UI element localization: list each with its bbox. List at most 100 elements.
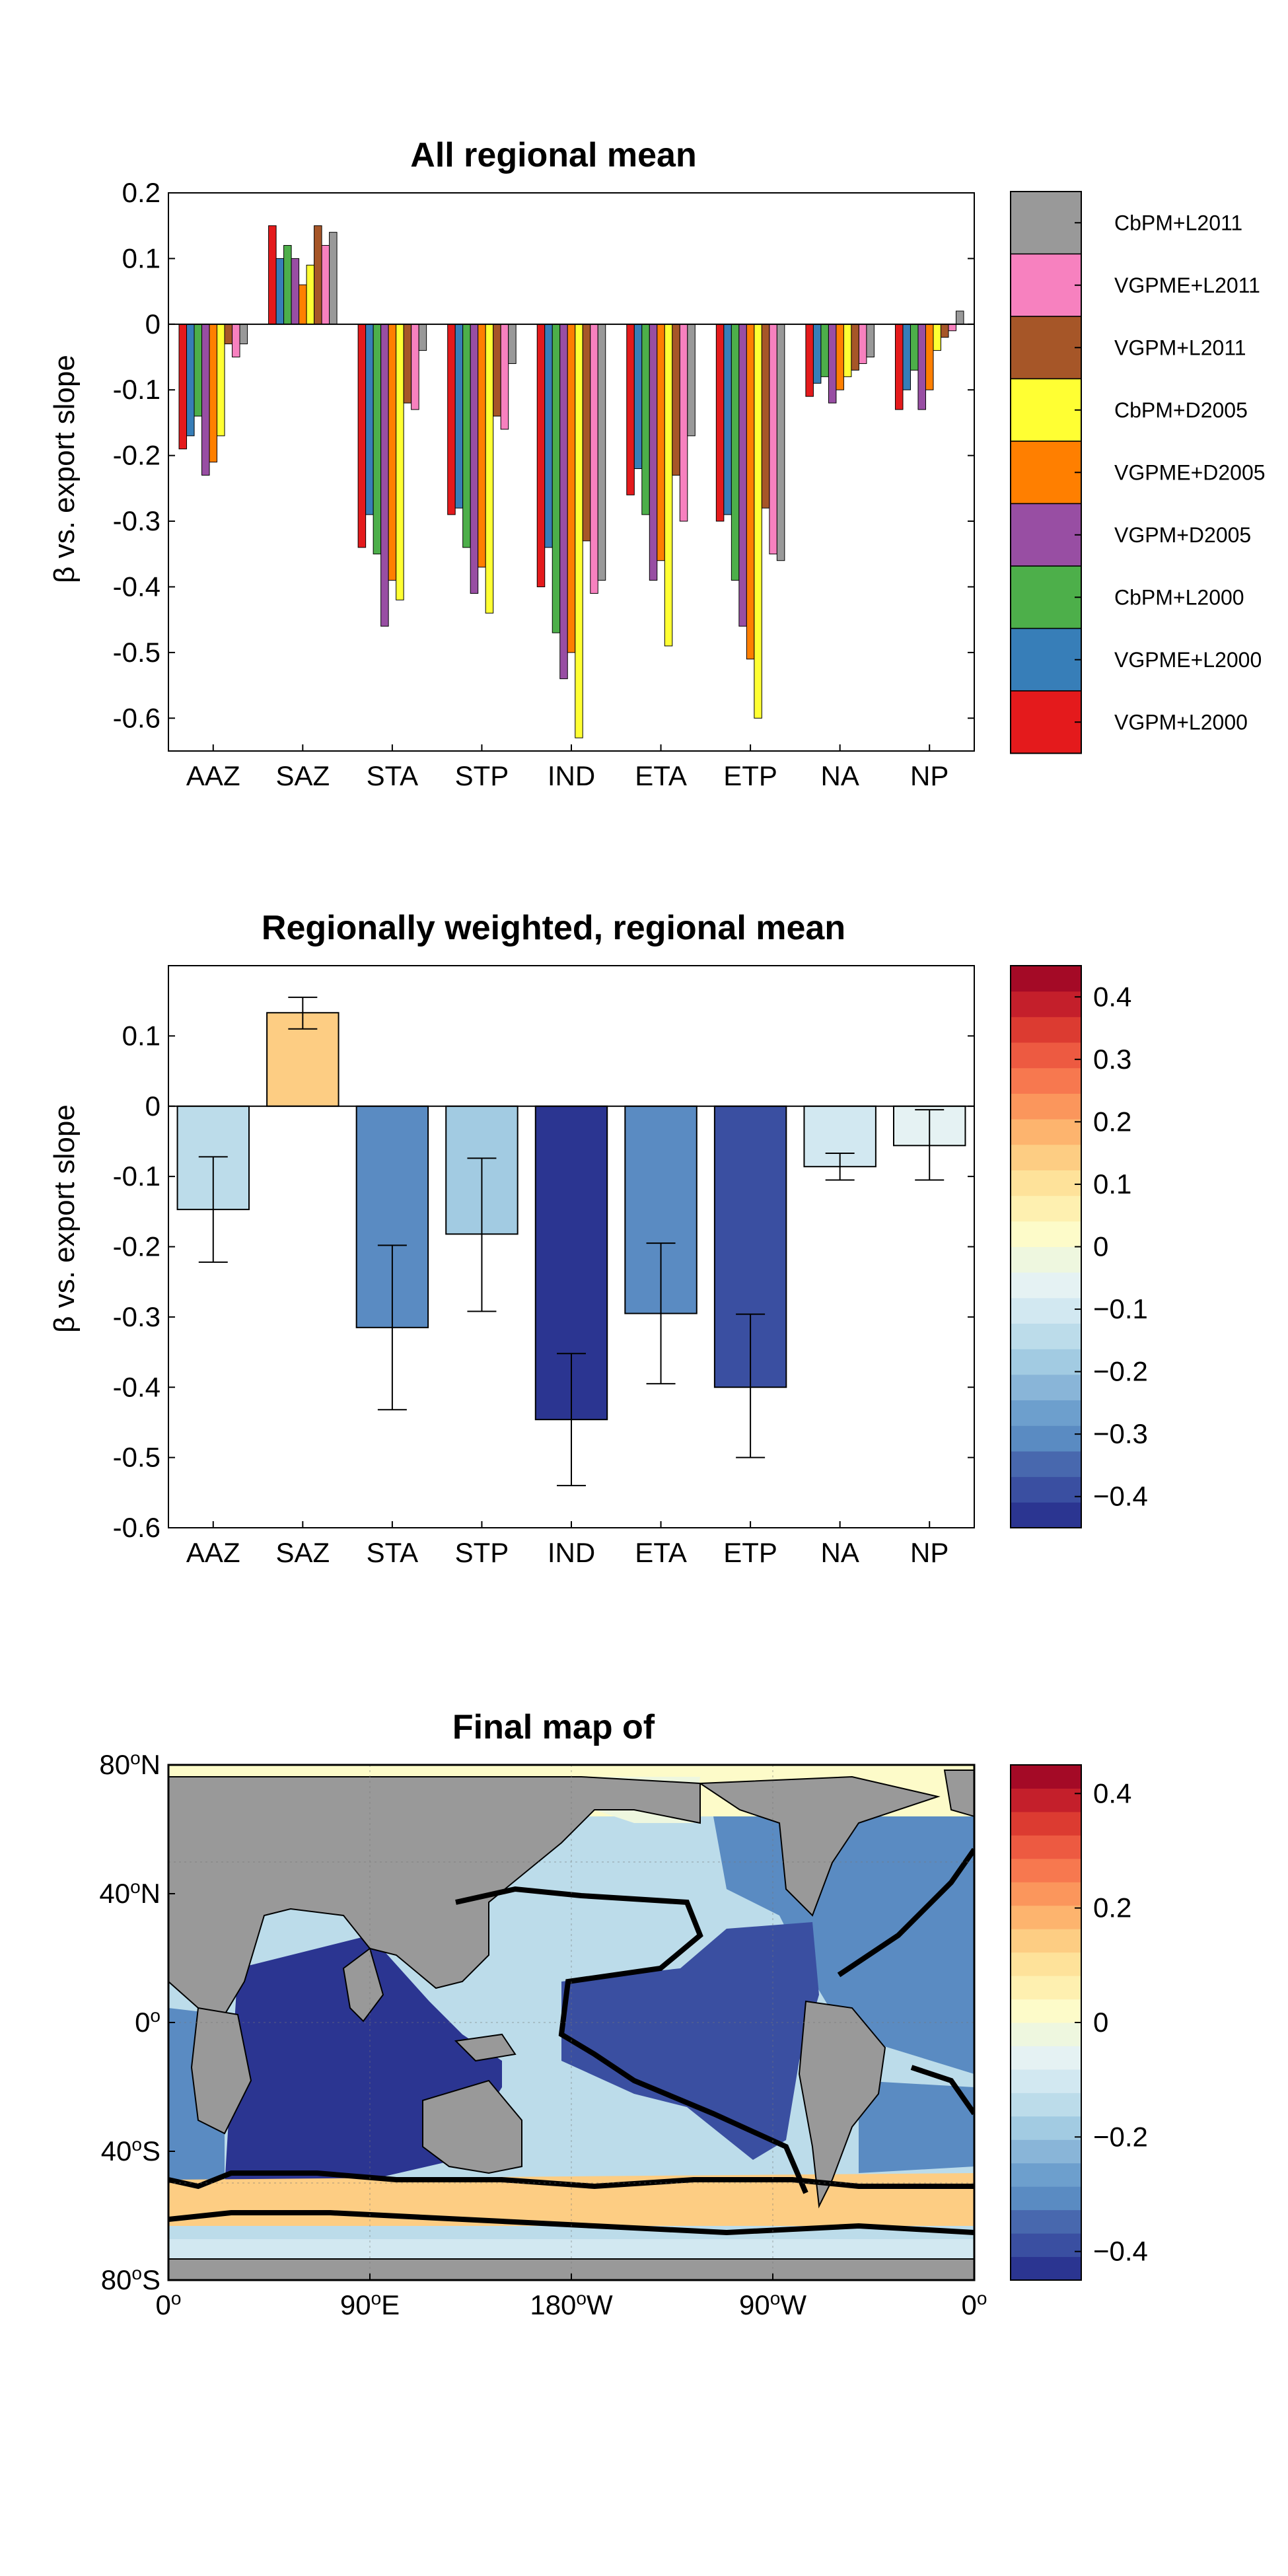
ytick-label: -0.6	[113, 1512, 161, 1543]
map-xtick-label: 0o	[156, 2288, 182, 2321]
bar-ind-vgpme-d2005	[567, 324, 576, 653]
colorbar-step	[1011, 2139, 1081, 2164]
xtick-label-eta: ETA	[635, 760, 687, 791]
legend-label: VGPM+D2005	[1114, 523, 1251, 547]
ytick-label: -0.2	[113, 1231, 161, 1262]
legend-swatch-vgpme-d2005	[1010, 441, 1082, 505]
map-plot-area	[168, 1765, 974, 2280]
xtick-label-ind: IND	[548, 1537, 595, 1568]
colorbar-tick-label: 0	[1093, 2007, 1108, 2038]
bar-saz-cbpm-l2011	[329, 232, 338, 325]
map-ytick-label: 80oS	[101, 2263, 161, 2296]
bar-sta-vgpme-l2000	[365, 324, 374, 515]
panel1-axes: 0.2 0.1 0 -0.1 -0.2 -0.3 -0.4 -0.5 -0.6 AAZ SAZ STA…	[113, 177, 975, 791]
ytick-label: -0.1	[113, 1161, 161, 1192]
colorbar-step	[1011, 2163, 1081, 2187]
bar-saz-vgpme-l2011	[321, 245, 330, 325]
legend-swatch-cbpm-l2000	[1010, 565, 1082, 629]
bar-stp-vgpm-l2000	[447, 324, 456, 515]
bar-ind-vgpm-l2000	[536, 324, 546, 587]
panel2-bars	[176, 996, 966, 1487]
map-zone-north-atlantic	[713, 1816, 974, 2074]
colorbar-step	[1011, 1323, 1081, 1349]
bar-eta-cbpm-l2011	[687, 324, 696, 437]
bar-saz-vgpme-l2000	[275, 258, 285, 325]
bar-saz-vgpm-d2005	[291, 258, 300, 325]
bar-sta-vgpme-d2005	[388, 324, 397, 581]
legend-label: VGPME+L2000	[1114, 648, 1262, 672]
bar-eta-vgpm-l2011	[672, 324, 680, 476]
bar-np-cbpm-l2011	[955, 310, 964, 325]
xtick-label-saz: SAZ	[275, 760, 330, 791]
bar-ind-vgpm-l2011	[582, 324, 591, 542]
ytick-label: -0.5	[113, 637, 161, 668]
colorbar-step	[1011, 1999, 1081, 2023]
colorbar-step	[1011, 1425, 1081, 1452]
panel2-axes: 0.1 0 -0.1 -0.2 -0.3 -0.4 -0.5 -0.6 AAZ SAZ STA STP…	[113, 965, 975, 1568]
colorbar-step	[1011, 1952, 1081, 1976]
legend-frame	[1010, 191, 1082, 754]
colorbar-step	[1011, 1093, 1081, 1120]
legend-label: CbPM+L2011	[1114, 211, 1242, 234]
map-ytick-label: 40oN	[99, 1877, 161, 1910]
ytick-label: 0.1	[122, 242, 161, 273]
xtick-label-sta: STA	[367, 1537, 419, 1568]
map-xtick-label: 0o	[962, 2288, 987, 2321]
panel-regionally-weighted: Regionally weighted, regional mean β vs.…	[48, 909, 1148, 1568]
colorbar-tick-label: 0.3	[1093, 1044, 1131, 1075]
ytick-label: -0.6	[113, 702, 161, 733]
legend-swatch-vgpm-l2000	[1010, 690, 1082, 754]
colorbar-step	[1011, 1929, 1081, 1953]
colorbar-step	[1011, 1476, 1081, 1503]
ytick-label: 0.2	[122, 177, 161, 208]
colorbar-step	[1011, 1400, 1081, 1426]
colorbar-step	[1011, 991, 1081, 1017]
colorbar-tick-label: −0.1	[1093, 1293, 1148, 1324]
legend-label: VGPM+L2000	[1114, 710, 1248, 734]
bar-sta-vgpm-d2005	[380, 324, 389, 627]
bar-np-cbpm-d2005	[933, 324, 941, 351]
colorbar-step	[1011, 2022, 1081, 2046]
colorbar-step	[1011, 1246, 1081, 1273]
colorbar-step	[1011, 1905, 1081, 1929]
legend-label: VGPME+D2005	[1114, 460, 1266, 484]
ytick-label: -0.4	[113, 571, 161, 602]
bar-stp-cbpm-l2011	[508, 324, 517, 364]
bar-aaz-vgpm-l2011	[224, 324, 233, 345]
bar-na-cbpm-l2000	[820, 324, 829, 377]
bar-stp-vgpme-l2000	[454, 324, 464, 509]
map-north-america	[698, 1775, 941, 1917]
colorbar-step	[1011, 1811, 1081, 1836]
bar-na-vgpme-l2011	[858, 324, 867, 364]
colorbar-step	[1011, 2186, 1081, 2211]
map-ytick-label: 80oN	[99, 1748, 161, 1781]
map-boundary-pacific	[455, 1886, 808, 2194]
xtick-label-etp: ETP	[723, 760, 777, 791]
bar-ind-vgpm-d2005	[559, 324, 568, 680]
map-greenland	[943, 1770, 974, 1818]
legend-swatch-vgpm-l2011	[1010, 316, 1082, 380]
bar-sta-vgpm-l2000	[357, 324, 367, 548]
colorbar-step	[1011, 2069, 1081, 2093]
bar-ind-cbpm-d2005	[575, 324, 583, 738]
colorbar-step	[1011, 1882, 1081, 1906]
map-zone-south-atlantic	[859, 2081, 974, 2173]
colorbar-step	[1011, 1765, 1081, 1789]
ytick-label: 0	[145, 1091, 161, 1122]
bar-etp-cbpm-d2005	[754, 324, 762, 719]
colorbar-tick-label: −0.2	[1093, 2121, 1148, 2152]
colorbar-tick-label: 0.2	[1093, 1892, 1131, 1923]
bar-np-vgpme-l2011	[948, 324, 956, 332]
bar-aaz-vgpme-d2005	[209, 324, 218, 463]
bar-aaz-vgpm-d2005	[201, 324, 210, 476]
ytick-label: -0.3	[113, 1301, 161, 1332]
colorbar-step	[1011, 1221, 1081, 1247]
panel1-bars	[178, 225, 964, 738]
panel2-ylabel: β vs. export slope	[48, 1104, 81, 1333]
colorbar-tick-label: −0.4	[1093, 1481, 1148, 1512]
bar-saz-vgpm-l2000	[268, 225, 277, 325]
colorbar-tick-label: 0.4	[1093, 981, 1131, 1012]
bar-stp-cbpm-l2000	[462, 324, 471, 548]
ytick-label: 0	[145, 308, 161, 340]
